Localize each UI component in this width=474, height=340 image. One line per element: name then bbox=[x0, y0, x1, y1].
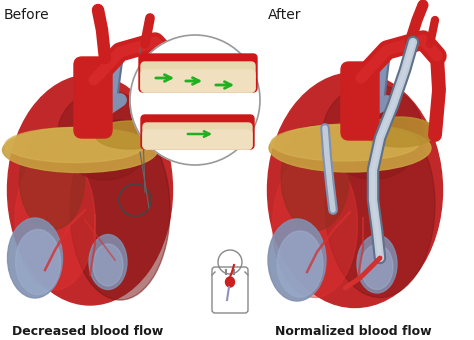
Ellipse shape bbox=[268, 219, 326, 301]
Ellipse shape bbox=[57, 90, 153, 180]
Ellipse shape bbox=[95, 121, 165, 149]
Ellipse shape bbox=[273, 153, 357, 298]
Ellipse shape bbox=[364, 117, 436, 147]
FancyBboxPatch shape bbox=[341, 62, 379, 140]
Text: Decreased blood flow: Decreased blood flow bbox=[12, 325, 164, 338]
Text: Normalized blood flow: Normalized blood flow bbox=[275, 325, 431, 338]
Ellipse shape bbox=[361, 244, 393, 289]
Ellipse shape bbox=[281, 125, 349, 231]
Ellipse shape bbox=[226, 277, 235, 287]
FancyBboxPatch shape bbox=[139, 54, 257, 92]
Ellipse shape bbox=[323, 85, 423, 180]
Circle shape bbox=[130, 35, 260, 165]
Ellipse shape bbox=[89, 235, 127, 289]
Ellipse shape bbox=[93, 244, 123, 286]
Ellipse shape bbox=[19, 130, 84, 230]
FancyBboxPatch shape bbox=[141, 115, 254, 149]
Ellipse shape bbox=[8, 75, 173, 305]
Ellipse shape bbox=[271, 125, 419, 161]
Ellipse shape bbox=[267, 72, 443, 307]
Ellipse shape bbox=[16, 230, 61, 294]
FancyBboxPatch shape bbox=[143, 130, 252, 149]
FancyBboxPatch shape bbox=[141, 70, 255, 92]
FancyBboxPatch shape bbox=[141, 62, 255, 92]
Text: After: After bbox=[268, 8, 301, 22]
Ellipse shape bbox=[2, 128, 157, 172]
Ellipse shape bbox=[325, 113, 435, 298]
Ellipse shape bbox=[277, 231, 323, 297]
Ellipse shape bbox=[357, 235, 397, 293]
Ellipse shape bbox=[269, 124, 431, 172]
FancyBboxPatch shape bbox=[74, 57, 112, 138]
Text: Before: Before bbox=[4, 8, 50, 22]
Ellipse shape bbox=[5, 128, 145, 163]
Ellipse shape bbox=[8, 218, 63, 298]
Ellipse shape bbox=[15, 150, 95, 290]
FancyBboxPatch shape bbox=[143, 123, 252, 149]
Ellipse shape bbox=[70, 120, 170, 300]
